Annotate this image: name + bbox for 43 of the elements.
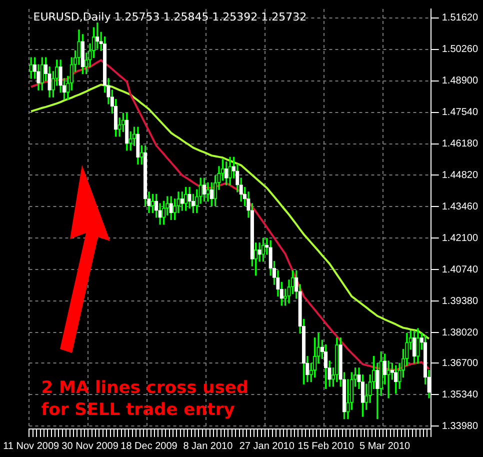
candlestick [128, 131, 132, 151]
y-tick-label: 1.47540 [442, 107, 478, 118]
y-tick-label: 1.43460 [442, 201, 478, 212]
candlestick [118, 117, 122, 137]
candlestick [184, 186, 188, 211]
candlestick [169, 196, 173, 220]
y-tick-label: 1.35340 [442, 389, 478, 400]
x-tick-label: 5 Mar 2010 [360, 440, 411, 452]
candlestick [228, 156, 232, 186]
candlestick [394, 365, 398, 394]
y-tick-label: 1.40740 [442, 264, 478, 276]
candlestick [140, 145, 144, 164]
y-tick-label: 1.33980 [442, 420, 478, 432]
candlestick [261, 238, 266, 262]
y-tick-label: 1.42100 [442, 232, 478, 244]
x-tick-label: 27 Jan 2010 [239, 440, 295, 452]
candlestick [202, 178, 206, 202]
candlestick [386, 360, 390, 398]
annotation: 2 MA lines cross used for SELL trade entry [41, 378, 249, 420]
candlestick [29, 57, 33, 79]
candlestick [136, 126, 140, 164]
y-tick-label: 1.48900 [442, 76, 478, 87]
candlestick [254, 242, 258, 276]
x-tick-label: 30 Nov 2009 [62, 440, 119, 452]
candlestick [335, 337, 339, 382]
chart-title: EURUSD,Daily 1.25753 1.25845 1.25392 1.25732 [33, 10, 307, 24]
y-tick-label: 1.36700 [442, 358, 478, 369]
candlestick [180, 192, 184, 211]
candlestick [224, 161, 228, 186]
candlestick [416, 328, 420, 364]
y-tick-label: 1.46180 [442, 138, 478, 150]
y-tick-label: 1.39380 [442, 296, 478, 307]
y-tick-label: 1.44820 [442, 170, 478, 181]
x-tick-label: 11 Nov 2009 [3, 440, 60, 452]
candlestick [40, 57, 44, 90]
y-tick-label: 1.50260 [442, 44, 478, 56]
y-tick-label: 1.51620 [442, 12, 478, 24]
x-tick-label: 15 Feb 2010 [298, 440, 354, 452]
candlestick [258, 242, 262, 262]
x-tick-label: 18 Dec 2009 [120, 440, 178, 452]
x-tick-label: 8 Jan 2010 [183, 440, 234, 452]
y-tick-label: 1.38020 [442, 327, 478, 338]
candlestick [206, 182, 210, 202]
